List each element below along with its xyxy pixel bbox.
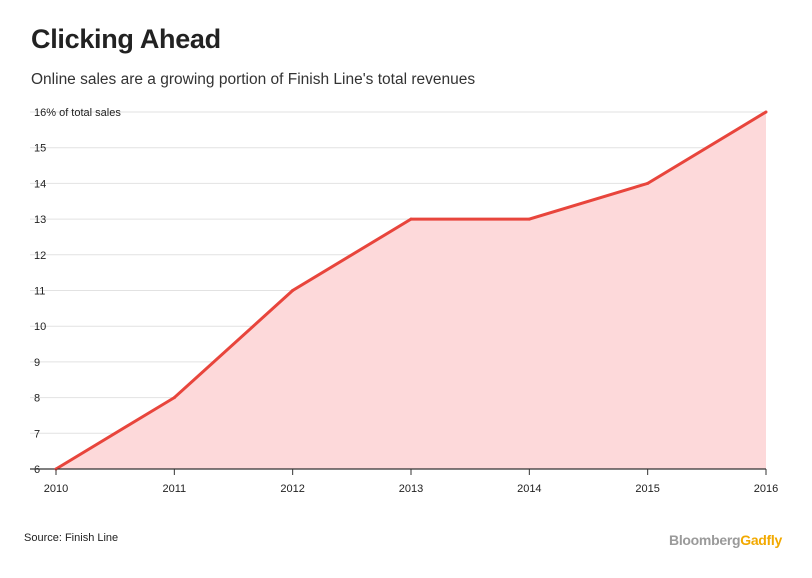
x-tick-label: 2010 xyxy=(44,483,68,495)
chart-title: Clicking Ahead xyxy=(31,24,221,54)
y-tick-label: 16% of total sales xyxy=(34,107,121,119)
x-tick-label: 2012 xyxy=(280,483,304,495)
y-tick-label: 9 xyxy=(34,357,40,369)
x-tick-label: 2014 xyxy=(517,483,541,495)
x-tick-label: 2011 xyxy=(163,483,187,495)
y-tick-label: 15 xyxy=(34,143,46,155)
y-tick-label: 13 xyxy=(34,214,46,226)
y-tick-label: 10 xyxy=(34,321,46,333)
brand-part-1: Bloomberg xyxy=(669,532,741,548)
y-tick-label: 8 xyxy=(34,393,40,405)
y-tick-label: 12 xyxy=(34,250,46,262)
y-tick-label: 14 xyxy=(34,178,46,190)
x-tick-label: 2015 xyxy=(635,483,659,495)
data-point xyxy=(527,217,531,221)
data-point xyxy=(172,396,176,400)
y-tick-label: 6 xyxy=(34,464,40,476)
chart-subtitle: Online sales are a growing portion of Fi… xyxy=(31,71,476,88)
y-tick-label: 11 xyxy=(34,286,45,298)
data-point xyxy=(291,289,295,292)
data-point xyxy=(409,217,413,221)
x-tick-label: 2013 xyxy=(399,483,423,495)
x-tick-label: 2016 xyxy=(754,483,778,495)
data-point xyxy=(764,110,768,114)
axes: 6 7 8 9 10 11 12 13 14 15 16% of total sales 2010 20… xyxy=(30,107,778,495)
source-note: Source: Finish Line xyxy=(24,532,119,544)
brand-logo: BloombergGadfly xyxy=(669,532,782,548)
brand-part-2: Gadfly xyxy=(740,532,782,548)
y-tick-label: 7 xyxy=(34,428,40,440)
data-point xyxy=(646,181,650,185)
